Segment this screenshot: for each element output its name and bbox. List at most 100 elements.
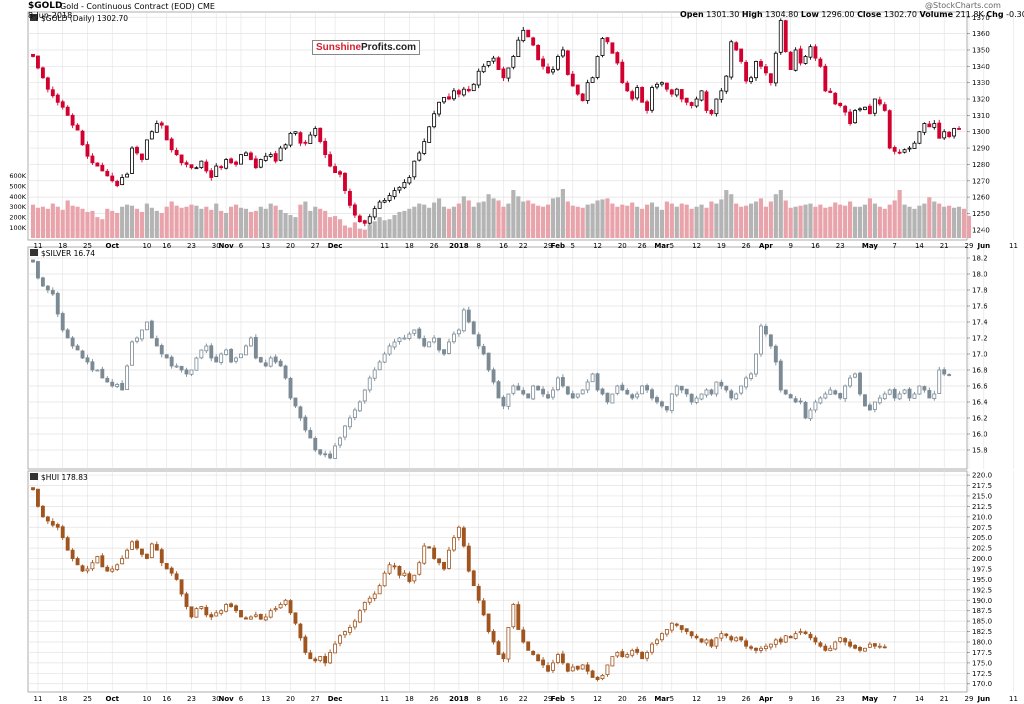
volume-bar: [640, 208, 645, 238]
candle-body: [669, 622, 674, 631]
candle-body: [348, 190, 352, 206]
candle-body: [625, 389, 630, 395]
candle-body: [808, 409, 813, 420]
candle-body: [194, 608, 199, 618]
candle-body: [338, 171, 342, 175]
candle-body: [689, 393, 694, 403]
candle-body: [496, 57, 501, 70]
candle-body: [892, 147, 897, 152]
candle-body: [135, 337, 139, 342]
candle-body: [125, 173, 130, 178]
candle-body: [892, 388, 897, 399]
volume-bar: [303, 201, 308, 238]
candle-body: [392, 190, 397, 197]
volume-bar: [966, 215, 972, 238]
volume-bar: [308, 210, 313, 238]
volume-bar: [75, 206, 80, 238]
candle-body: [288, 377, 293, 399]
candle-body: [803, 56, 808, 64]
y-tick-label: 217.5: [972, 482, 992, 490]
candle-body: [664, 629, 669, 635]
x-tick-label: 27: [311, 695, 320, 703]
candle-body: [397, 186, 402, 191]
candle-body: [412, 574, 417, 582]
candle-body: [75, 558, 80, 566]
candle-body: [536, 385, 541, 391]
candle-body: [887, 110, 892, 149]
candle-body: [605, 392, 610, 403]
volume-bar: [491, 198, 496, 238]
candle-body: [843, 105, 848, 113]
candle-body: [461, 309, 466, 332]
volume-bar: [882, 208, 887, 238]
x-tick-label: Oct: [106, 695, 120, 703]
candle-body: [555, 377, 560, 391]
candle-body: [679, 385, 684, 391]
volume-bar: [481, 201, 486, 238]
volume-bar: [115, 212, 120, 238]
volume-bar: [699, 204, 704, 238]
x-tick-label: 22: [519, 695, 528, 703]
candle-body: [536, 44, 541, 61]
volume-bar: [367, 224, 372, 238]
x-tick-label: 10: [142, 242, 151, 250]
candle-body: [481, 346, 486, 355]
candle-body: [531, 650, 536, 655]
x-tick-label: Jun: [977, 695, 991, 703]
volume-bar: [318, 208, 323, 238]
y-tick-label: 177.5: [972, 649, 992, 657]
y-tick-label: 16.4: [972, 399, 988, 407]
sunshine-profits-logo: SunshineProfits.com: [312, 40, 421, 55]
candle-body: [471, 83, 476, 92]
candle-body: [877, 99, 882, 105]
candle-body: [768, 643, 773, 648]
volume-bar: [833, 202, 838, 238]
candle-body: [392, 565, 397, 568]
x-tick-label: 10: [142, 695, 151, 703]
volume-bar: [461, 196, 466, 238]
candle-body: [397, 337, 402, 342]
candle-body: [729, 636, 734, 641]
volume-bar: [238, 207, 244, 238]
candle-body: [288, 600, 293, 614]
candle-body: [590, 373, 595, 383]
candle-body: [60, 313, 65, 331]
candle-body: [645, 652, 649, 659]
y-tick-label: 1240: [972, 226, 990, 234]
volume-bar: [689, 208, 694, 238]
candle-body: [70, 337, 75, 347]
candle-body: [655, 83, 659, 88]
candle-body: [526, 29, 531, 38]
candle-body: [184, 162, 189, 165]
volume-bar: [922, 203, 927, 238]
x-tick-label: 22: [519, 242, 528, 250]
candle-body: [917, 385, 922, 395]
y-tick-label: 16.2: [972, 415, 988, 423]
candle-body: [763, 645, 768, 650]
x-tick-label: 13: [261, 695, 270, 703]
candle-body: [253, 158, 258, 169]
candle-body: [565, 386, 570, 395]
candle-body: [253, 336, 258, 359]
volume-bar: [233, 204, 239, 238]
volume-bar: [446, 208, 452, 238]
x-tick-label: 19: [717, 695, 726, 703]
volume-bar: [565, 201, 570, 238]
candle-body: [640, 651, 645, 660]
candle-body: [412, 160, 417, 178]
x-tick-label: 26: [430, 695, 439, 703]
candle-body: [105, 566, 110, 572]
candle-body: [664, 406, 669, 411]
volume-bar: [788, 207, 793, 238]
candle-body: [793, 398, 798, 403]
candle-body: [684, 628, 689, 632]
volume-bar: [258, 206, 263, 238]
candle-body: [763, 325, 768, 335]
candle-body: [120, 177, 125, 186]
volume-bar: [848, 201, 853, 238]
x-tick-label: 5: [670, 695, 674, 703]
candle-body: [268, 357, 273, 367]
candle-body: [283, 144, 288, 149]
candle-body: [343, 631, 347, 636]
volume-bar: [947, 205, 952, 238]
